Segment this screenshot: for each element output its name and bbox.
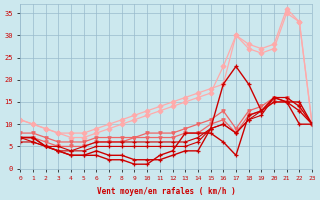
X-axis label: Vent moyen/en rafales ( km/h ): Vent moyen/en rafales ( km/h ) xyxy=(97,187,236,196)
